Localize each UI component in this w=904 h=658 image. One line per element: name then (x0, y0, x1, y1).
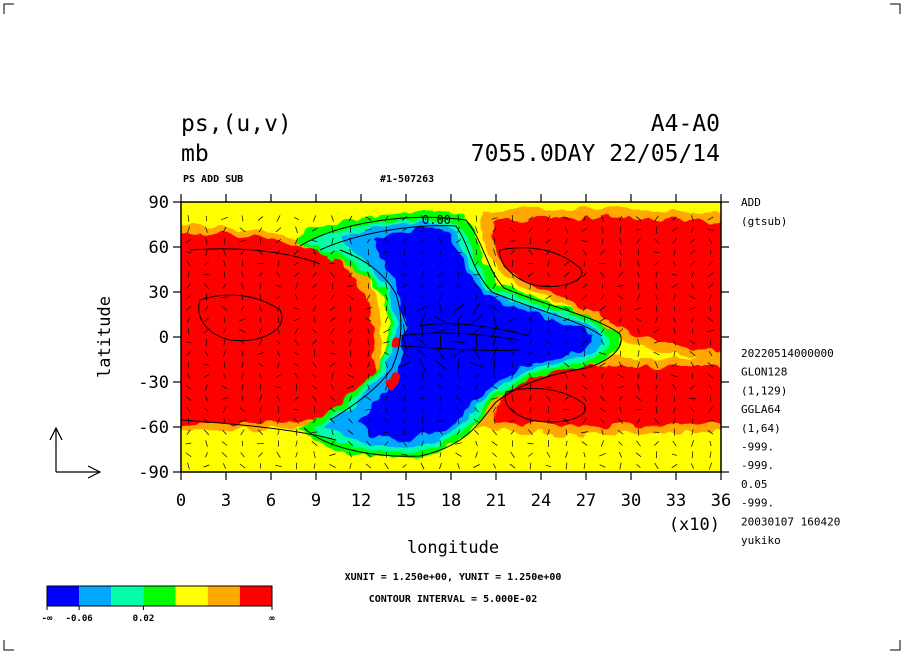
x-tick-label: 21 (486, 491, 506, 511)
legend-swatch (176, 586, 208, 606)
contour-label: 0.00 (422, 213, 451, 227)
experiment-label: A4-A0 (651, 111, 720, 137)
y-tick-label: -30 (138, 373, 169, 393)
side-info-line: -999. (741, 497, 774, 510)
side-info-line: yukiko (741, 534, 781, 547)
x-tick-label: 15 (396, 491, 416, 511)
legend-tick-label: ∞ (269, 614, 275, 624)
date-label: 7055.0DAY 22/05/14 (471, 141, 720, 167)
side-info-line: 20220514000000 (741, 347, 834, 360)
y-tick-label: 0 (159, 328, 169, 348)
variable-title: ps,(u,v) (181, 111, 292, 137)
legend-swatch (143, 586, 175, 606)
x-tick-label: 36 (711, 491, 731, 511)
reference-arrow-icon (50, 428, 100, 478)
y-axis-label: latitude (95, 296, 115, 378)
x-tick-label: 9 (311, 491, 321, 511)
x-tick-label: 0 (176, 491, 186, 511)
x-tick-label: 30 (621, 491, 641, 511)
x-tick-label: 3 (221, 491, 231, 511)
side-info: ADD (gtsub) 20220514000000 GLON128 (1,129) GG… (741, 196, 840, 547)
heatmap-area (170, 190, 730, 490)
units-line: XUNIT = 1.250e+00, YUNIT = 1.250e+00 (345, 572, 562, 583)
side-info-line: (1,64) (741, 422, 781, 435)
legend-tick-label: -0.06 (66, 614, 93, 624)
legend-swatch (208, 586, 240, 606)
subtitle-label: PS ADD SUB (183, 174, 243, 185)
side-info-line: -999. (741, 459, 774, 472)
x-tick-label: 27 (576, 491, 596, 511)
x-axis-label: longitude (407, 538, 499, 558)
wind-vector (476, 335, 477, 349)
side-info-line: -999. (741, 441, 774, 454)
x-tick-label: 24 (531, 491, 551, 511)
variable-unit: mb (181, 141, 209, 167)
legend-swatch (79, 586, 111, 606)
y-tick-label: 30 (149, 283, 169, 303)
side-info-line: GGLA64 (741, 403, 781, 416)
x-tick-label: 6 (266, 491, 276, 511)
side-info-line: ADD (741, 196, 761, 209)
x-tick-label: 33 (666, 491, 686, 511)
side-info-line: (1,129) (741, 384, 787, 397)
legend-swatch (240, 586, 272, 606)
legend-tick-label: -∞ (42, 614, 53, 624)
contour-interval-line: CONTOUR INTERVAL = 5.000E-02 (369, 594, 538, 605)
side-info-line: 20030107 160420 (741, 515, 840, 528)
y-tick-label: 60 (149, 238, 169, 258)
side-info-line: GLON128 (741, 366, 787, 379)
side-info-line: 0.05 (741, 478, 768, 491)
x-tick-label: 18 (441, 491, 461, 511)
color-legend: -∞ -0.06 0.02 ∞ (42, 586, 276, 624)
side-info-line: (gtsub) (741, 215, 787, 228)
legend-swatch (47, 586, 79, 606)
y-tick-label: -90 (138, 463, 169, 483)
x-axis-multiplier: (x10) (669, 515, 720, 535)
legend-swatch (111, 586, 143, 606)
y-tick-label: -60 (138, 418, 169, 438)
file-id-label: #1-507263 (380, 174, 434, 185)
x-tick-label: 12 (351, 491, 371, 511)
legend-tick-label: 0.02 (133, 614, 155, 624)
y-tick-label: 90 (149, 193, 169, 213)
